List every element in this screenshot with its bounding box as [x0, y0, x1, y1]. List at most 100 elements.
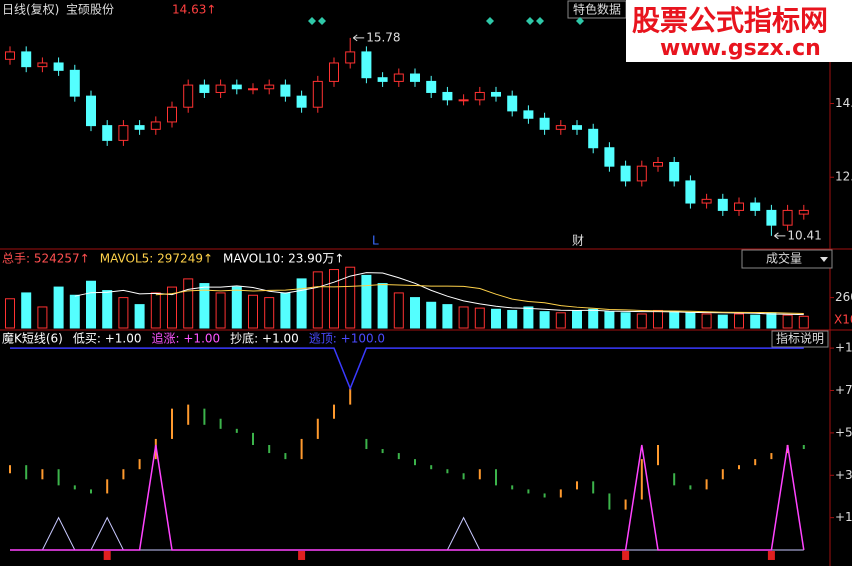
volume-bar [86, 280, 96, 329]
volume-bar [199, 283, 210, 329]
volume-button-label[interactable]: 成交量 [766, 251, 802, 266]
indicator-button-label[interactable]: 指标说明 [776, 331, 824, 346]
low-buy-line [10, 516, 804, 551]
volume-bar [701, 313, 712, 329]
volume-bar [653, 309, 663, 329]
volume-bar [134, 304, 145, 329]
watermark-box [626, 0, 852, 62]
volume-bar [361, 274, 372, 329]
volume-bar [69, 294, 80, 329]
volume-bar [150, 292, 161, 329]
candle-body [393, 73, 404, 82]
header-item: MAVOL10: 23.90万↑ [223, 252, 344, 266]
candle-body [345, 51, 356, 64]
candle-body [21, 51, 32, 68]
high-label: 15.78 [366, 30, 400, 44]
period: 日线(复权) [2, 3, 59, 17]
volume-button[interactable] [741, 249, 833, 269]
candle-body [134, 125, 145, 130]
y-tick-label: +37 [835, 468, 852, 482]
candle-body [798, 209, 809, 215]
volume-bar [507, 309, 518, 329]
y-tick-label: +10 [835, 341, 852, 355]
candle-body [361, 51, 372, 79]
volume-bar [734, 313, 744, 329]
candle-body [491, 91, 501, 97]
candle-body [102, 125, 113, 141]
candle-body [766, 209, 777, 226]
header-item: 总手: 524257↑ [2, 252, 90, 266]
candle-body [118, 125, 129, 141]
volume-bar [167, 286, 177, 329]
volume-bar [782, 314, 793, 329]
volume-bar [345, 266, 356, 329]
indicator-button[interactable] [771, 330, 829, 348]
candle-body [572, 125, 582, 130]
volume-bar [329, 269, 339, 329]
candle-body [199, 84, 210, 93]
watermark-name: 股票公式指标网 [632, 4, 828, 37]
candle-body [523, 110, 534, 119]
candle-body [458, 99, 469, 102]
volume-bar [458, 306, 469, 329]
mark-l: L [372, 234, 379, 248]
header-item: 逃顶: +100.0 [309, 332, 385, 346]
signal [298, 550, 306, 560]
volume-bar [474, 307, 485, 329]
volume-bar [393, 292, 404, 329]
diamonds [308, 17, 584, 25]
candle-body [604, 147, 615, 167]
candle-body [620, 165, 631, 182]
y-tick-label: 12. [835, 170, 852, 184]
dip-buy-line [10, 444, 805, 551]
candle-body [717, 198, 728, 211]
volume-bar [53, 286, 64, 329]
candle-body [588, 128, 599, 149]
volume-bar [766, 312, 777, 329]
signal [103, 550, 111, 560]
candle-body [442, 91, 453, 101]
dropdown-arrow[interactable] [820, 257, 828, 262]
volume-bar [555, 312, 566, 329]
y-tick-label: +58 [835, 425, 852, 439]
escape-line [10, 347, 804, 391]
volume-bar [717, 314, 728, 329]
mark-cai: 财 [572, 234, 584, 248]
volume-bar [685, 312, 696, 329]
candle-body [750, 202, 761, 211]
candle-body [685, 180, 696, 204]
volume-bar [604, 311, 615, 329]
candle-body [507, 95, 518, 112]
candle-body [248, 88, 258, 91]
candle-body [636, 165, 647, 182]
candle-body [653, 161, 663, 167]
volume-unit: X10 [834, 313, 852, 327]
candle-body [555, 125, 566, 130]
candle-body [669, 161, 680, 182]
candle-body [539, 117, 550, 130]
candle-body [53, 62, 64, 71]
header-item: MAVOL5: 297249↑ [100, 252, 213, 266]
volume-bar [798, 315, 809, 329]
candle-body [280, 84, 291, 97]
header-item: 魔K短线(6) [2, 331, 63, 346]
ma-line [155, 284, 804, 315]
volume-bar [426, 301, 437, 329]
candle-body [215, 84, 226, 93]
candle-body [167, 106, 177, 123]
volume-bar [539, 311, 550, 329]
candle-body [231, 84, 242, 90]
candle-body [296, 95, 307, 108]
volume-bar [636, 313, 647, 329]
volume-bar [588, 308, 599, 329]
volume-bar [183, 278, 194, 329]
volume-bar [280, 292, 291, 329]
candle-body [474, 91, 485, 101]
feature-button-label[interactable]: 特色数据 [573, 2, 621, 17]
signal [767, 550, 775, 560]
y-tick-label: +16 [835, 510, 852, 524]
candle-body [312, 80, 323, 108]
low-label: 10.41 [787, 228, 821, 242]
candle-body [426, 80, 437, 93]
volume-bar [248, 294, 258, 329]
